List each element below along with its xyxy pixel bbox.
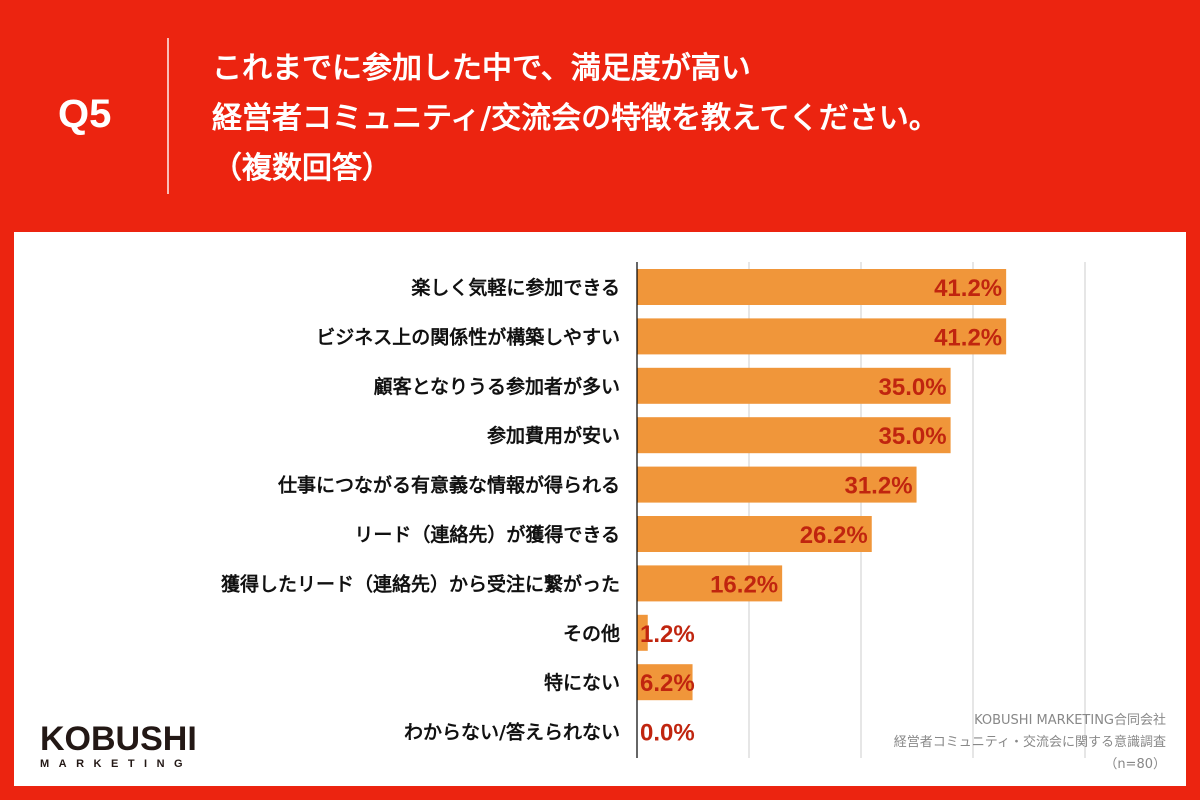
value-label: 41.2% <box>934 324 1002 351</box>
category-label: ビジネス上の関係性が構築しやすい <box>316 325 620 348</box>
category-label: リード（連絡先）が獲得できる <box>354 523 620 546</box>
category-label: 獲得したリード（連絡先）から受注に繋がった <box>221 572 620 595</box>
value-label: 16.2% <box>710 571 778 598</box>
value-label: 35.0% <box>879 423 947 450</box>
category-label: わからない/答えられない <box>404 721 620 744</box>
category-label: 特にない <box>544 672 620 694</box>
logo-sub: MARKETING <box>40 758 193 770</box>
category-label: その他 <box>563 622 620 645</box>
value-label: 35.0% <box>879 374 947 401</box>
title-line: 経営者コミュニティ/交流会の特徴を教えてください。 <box>212 101 939 136</box>
logo-main: KOBUSHI <box>40 720 197 758</box>
header-divider <box>167 38 169 194</box>
bar <box>637 614 648 651</box>
value-label: 0.0% <box>640 720 695 747</box>
question-number: Q5 <box>58 92 112 136</box>
category-label: 楽しく気軽に参加できる <box>411 276 620 299</box>
category-label: 参加費用が安い <box>487 424 620 447</box>
value-label: 41.2% <box>934 275 1002 302</box>
bar <box>637 516 872 552</box>
bar <box>637 565 783 602</box>
bar <box>637 318 1007 355</box>
title-line: （複数回答） <box>212 151 392 186</box>
bar <box>637 367 951 404</box>
source-company: KOBUSHI MARKETING合同会社 <box>974 713 1166 728</box>
category-label: 仕事につながる有意義な情報が得られる <box>277 474 620 497</box>
value-label: 6.2% <box>640 670 695 697</box>
bar <box>637 466 917 503</box>
bar <box>637 417 951 454</box>
bar <box>637 664 693 701</box>
bar <box>637 269 1007 305</box>
source-survey: 経営者コミュニティ・交流会に関する意識調査 <box>893 735 1166 750</box>
title-line: これまでに参加した中で、満足度が高い <box>212 51 751 86</box>
source-sample: （n=80） <box>1104 757 1166 772</box>
value-label: 26.2% <box>800 522 868 549</box>
category-label: 顧客となりうる参加者が多い <box>374 375 620 398</box>
value-label: 1.2% <box>640 621 695 648</box>
question-title: これまでに参加した中で、満足度が高い 経営者コミュニティ/交流会の特徴を教えてく… <box>212 44 939 194</box>
kobushi-logo: KOBUSHI MARKETING <box>40 722 197 770</box>
source-note: KOBUSHI MARKETING合同会社 経営者コミュニティ・交流会に関する意… <box>894 710 1166 776</box>
value-label: 31.2% <box>844 473 912 500</box>
